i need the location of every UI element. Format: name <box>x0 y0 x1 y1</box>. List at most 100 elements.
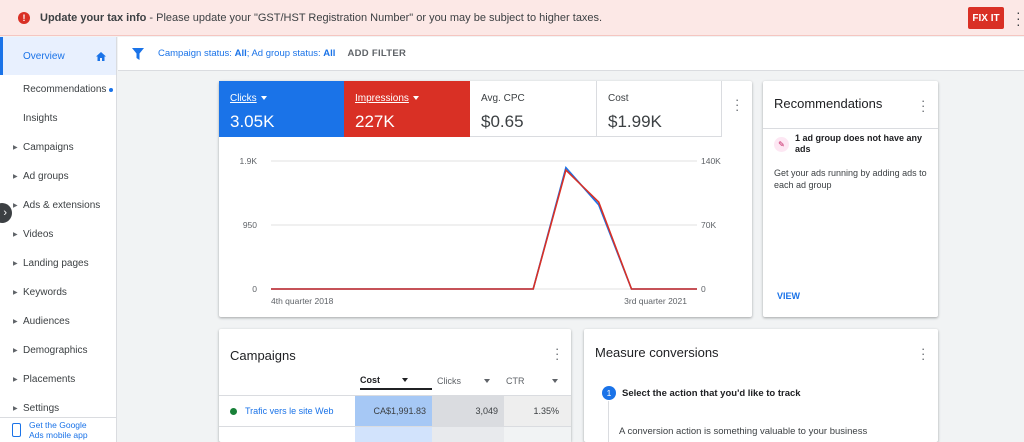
collapse-sidebar-button[interactable]: › <box>0 203 12 223</box>
sidebar-item-videos[interactable]: ▶ Videos <box>0 220 116 249</box>
sidebar-item-placements[interactable]: ▶ Placements <box>0 365 116 394</box>
performance-chart: 1.9K 140K 950 70K 0 0 4th quarter 2018 3rd quar… <box>240 156 722 306</box>
metric-label: Cost <box>608 93 629 104</box>
ctr-cell: 1.35% <box>504 396 571 426</box>
step-label: Select the action that you'd like to tra… <box>622 388 801 399</box>
sidebar-item-label: Ads & extensions <box>23 200 101 211</box>
mobile-app-text: Get the Google Ads mobile app <box>29 420 88 440</box>
sidebar-item-label: Audiences <box>23 316 70 327</box>
left-axis-tick: 0 <box>252 284 257 294</box>
sidebar-item-label: Placements <box>23 374 76 385</box>
metric-clicks[interactable]: Clicks 3.05K <box>219 81 344 137</box>
sidebar-item-demographics[interactable]: ▶ Demographics <box>0 336 116 365</box>
sidebar-item-label: Settings <box>23 403 60 414</box>
overview-more-icon[interactable]: · · · <box>735 92 740 117</box>
adgroup-status-value: All <box>323 48 336 59</box>
ctr-cell <box>504 427 571 442</box>
metric-value: $0.65 <box>481 112 524 131</box>
sidebar-item-landing-pages[interactable]: ▶ Landing pages <box>0 249 116 278</box>
conversions-more-icon[interactable]: · · · <box>921 341 926 366</box>
sidebar-item-recommendations[interactable]: Recommendations <box>0 75 116 104</box>
x-axis-end-label: 3rd quarter 2021 <box>624 296 687 306</box>
banner-title: Update your tax info <box>40 11 147 24</box>
caret-right-icon: ▶ <box>13 232 18 238</box>
sort-icon <box>551 379 558 383</box>
view-button[interactable]: VIEW <box>777 291 801 301</box>
campaigns-card: Campaigns · · · Cost Clicks CTR Trafic ver… <box>219 329 571 442</box>
conversion-description: A conversion action is something valuabl… <box>619 426 868 437</box>
caret-right-icon: ▶ <box>13 348 18 354</box>
filter-bar: Campaign status: All; Ad group status: A… <box>118 37 1024 71</box>
mobile-app-link[interactable]: Get the Google Ads mobile app <box>0 417 117 442</box>
mobile-app-line1: Get the Google <box>29 420 87 430</box>
recommendations-more-icon[interactable]: · · · <box>921 93 926 118</box>
divider <box>763 128 938 129</box>
fix-it-button[interactable]: FIX IT <box>968 7 1004 29</box>
table-row[interactable]: Trafic vers le site Web CA$1,991.83 3,04… <box>219 395 571 426</box>
measure-conversions-card: Measure conversions · · · 1 Select the act… <box>584 329 938 442</box>
metric-impressions[interactable]: Impressions 227K <box>344 81 470 137</box>
caret-right-icon: ▶ <box>13 203 18 209</box>
sidebar-item-label: Ad groups <box>23 171 69 182</box>
sidebar-item-ads-extensions[interactable]: ▶ Ads & extensions <box>0 191 116 220</box>
sidebar-item-keywords[interactable]: ▶ Keywords <box>0 278 116 307</box>
metric-value: 3.05K <box>230 112 275 131</box>
caret-right-icon: ▶ <box>13 174 18 180</box>
filter-icon[interactable] <box>132 47 144 60</box>
metric-label-text: Clicks <box>230 93 257 104</box>
overview-card: Clicks 3.05K Impressions 227K Avg. CPC $… <box>219 81 752 317</box>
right-axis-tick: 70K <box>701 220 716 230</box>
caret-right-icon: ▶ <box>13 377 18 383</box>
sidebar-item-label: Demographics <box>23 345 88 356</box>
left-axis-tick: 950 <box>243 220 257 230</box>
more-vert-icon[interactable]: · · · <box>1016 4 1021 32</box>
caret-right-icon: ▶ <box>13 145 18 151</box>
sidebar-item-label: Campaigns <box>23 142 74 153</box>
caret-right-icon: ▶ <box>13 261 18 267</box>
notification-dot-icon <box>109 87 114 92</box>
mobile-app-line2: Ads mobile app <box>29 430 88 440</box>
metric-cost[interactable]: Cost $1.99K <box>597 81 722 137</box>
recommendation-headline: 1 ad group does not have any ads <box>795 133 923 154</box>
right-axis-tick: 0 <box>701 284 706 294</box>
sidebar-item-overview[interactable]: Overview <box>0 37 116 75</box>
metric-label: Clicks <box>230 93 333 104</box>
campaign-status-value: All <box>234 48 247 59</box>
wrench-icon: ✎ <box>774 137 789 152</box>
home-icon <box>96 51 106 61</box>
sidebar-item-audiences[interactable]: ▶ Audiences <box>0 307 116 336</box>
campaigns-more-icon[interactable]: · · · <box>555 341 560 366</box>
caret-right-icon: ▶ <box>13 406 18 412</box>
step-number-badge: 1 <box>602 386 616 400</box>
campaign-name-link[interactable]: Trafic vers le site Web <box>245 406 334 416</box>
dropdown-icon <box>260 96 267 101</box>
sidebar-item-ad-groups[interactable]: ▶ Ad groups <box>0 162 116 191</box>
series-line-clicks <box>271 166 697 290</box>
sidebar-item-label: Insights <box>23 113 58 124</box>
metric-label: Avg. CPC <box>481 93 525 104</box>
campaign-status-label: Campaign status: <box>158 48 235 59</box>
table-row[interactable] <box>219 426 571 442</box>
column-header-cost[interactable]: Cost <box>360 372 432 390</box>
series-line-impressions <box>271 168 697 290</box>
column-header-clicks[interactable]: Clicks <box>437 372 497 390</box>
status-cell <box>230 396 237 426</box>
sort-icon <box>402 378 408 382</box>
sidebar-item-label: Keywords <box>23 287 67 298</box>
recommendation-body: Get your ads running by adding ads to ea… <box>774 168 927 190</box>
add-filter-button[interactable]: ADD FILTER <box>347 48 407 59</box>
column-header-ctr[interactable]: CTR <box>506 372 566 390</box>
sidebar-item-insights[interactable]: Insights <box>0 104 116 133</box>
banner-message: Update your tax info - Please update you… <box>40 12 602 24</box>
chevron-right-icon: › <box>3 207 7 219</box>
metric-avg-cpc[interactable]: Avg. CPC $0.65 <box>470 81 597 137</box>
sidebar-item-campaigns[interactable]: ▶ Campaigns <box>0 133 116 162</box>
sidebar-item-settings[interactable]: ▶ Settings <box>0 394 116 423</box>
adgroup-status-label: ; Ad group status: <box>246 48 324 59</box>
metric-value: $1.99K <box>608 112 662 131</box>
metric-label: Impressions <box>355 93 459 104</box>
dropdown-icon <box>412 96 419 101</box>
status-filter[interactable]: Campaign status: All; Ad group status: A… <box>158 48 335 59</box>
cost-cell <box>355 427 432 442</box>
right-axis-tick: 140K <box>701 156 721 166</box>
